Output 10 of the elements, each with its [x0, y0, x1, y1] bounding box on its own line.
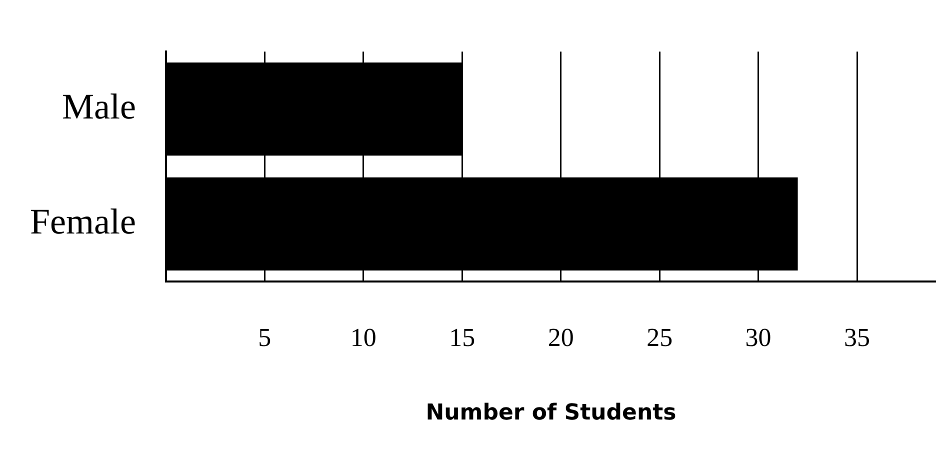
x-axis-title: Number of Students	[426, 400, 676, 426]
x-tick-label: 25	[646, 322, 673, 352]
x-tick-label: 5	[258, 322, 272, 352]
x-tick-label: 30	[745, 322, 772, 352]
y-tick-label: Male	[62, 86, 136, 127]
x-tick-label: 20	[548, 322, 574, 352]
x-tick-label: 35	[844, 322, 870, 352]
x-tick-label: 10	[350, 322, 376, 352]
y-tick-label: Female	[30, 201, 136, 242]
x-tick-label: 15	[449, 322, 476, 352]
